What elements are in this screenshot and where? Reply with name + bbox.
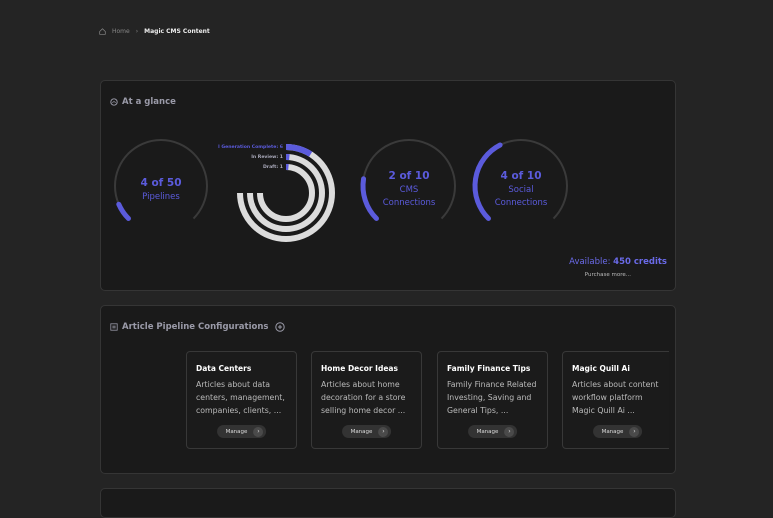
glance-icon	[110, 98, 118, 106]
ring-track	[260, 167, 312, 219]
cards-row: Data Centers Articles about data centers,…	[101, 306, 669, 475]
manage-button[interactable]: Manage ›	[342, 425, 392, 438]
purchase-link[interactable]: Purchase more...	[585, 272, 631, 278]
button-text: Manage	[602, 429, 624, 435]
breadcrumb-home[interactable]: Home	[112, 28, 130, 35]
pipeline-card[interactable]: Magic Quill Ai Articles about content wor…	[562, 351, 669, 449]
card-title: Magic Quill Ai	[572, 364, 664, 373]
ring-label: Draft: 1	[263, 164, 283, 170]
pipeline-card[interactable]: Data Centers Articles about data centers,…	[186, 351, 297, 449]
page: html, body { margin: 0; padding: 0; } bo…	[0, 0, 773, 500]
gauge-arc	[363, 179, 376, 219]
gauge-caption: Pipelines	[142, 192, 180, 202]
gauge-label: 2 of 10	[388, 170, 429, 182]
breadcrumb: Home › Magic CMS Content	[99, 28, 210, 35]
ring-bar	[286, 147, 311, 154]
card-description: Articles about data centers, management,…	[196, 378, 288, 418]
gauge-caption: CMS Connections	[383, 185, 436, 208]
caption-line: Connections	[495, 198, 548, 208]
separator: ›	[136, 28, 138, 35]
chevron: ›	[253, 427, 263, 437]
gauge-caption: Social Connections	[495, 185, 548, 208]
next-panel	[100, 488, 676, 518]
gauge-arc	[119, 204, 129, 218]
caption-line: Social	[508, 185, 533, 195]
page-body: {"breadcrumb": {"home": "Home", "current…	[0, 0, 773, 500]
home-icon[interactable]	[99, 28, 106, 35]
breadcrumb-current: Magic CMS Content	[144, 28, 210, 35]
pipeline-card[interactable]: Home Decor Ideas Articles about home deco…	[311, 351, 422, 449]
button-text: Manage	[226, 429, 248, 435]
available-label: Available:	[569, 257, 610, 267]
glance-panel: At a glance 4 of 50 Pipelines 2 of 10 CMS Co…	[100, 80, 676, 291]
glance-charts: 4 of 50 Pipelines 2 of 10 CMS Connections 4 o…	[101, 116, 677, 276]
glance-title-text: At a glance	[122, 97, 176, 107]
manage-button[interactable]: Manage ›	[593, 425, 643, 438]
button-text: Manage	[477, 429, 499, 435]
gauge-label: 4 of 50	[140, 177, 181, 189]
card-description: Articles about content workflow platform…	[572, 378, 664, 418]
button-text: Manage	[351, 429, 373, 435]
chevron: ›	[504, 427, 514, 437]
card-title: Family Finance Tips	[447, 364, 539, 373]
pipeline-card[interactable]: Family Finance Tips Family Finance Relate…	[437, 351, 548, 449]
manage-button[interactable]: Manage ›	[468, 425, 518, 438]
glance-title: At a glance	[110, 97, 176, 107]
card-title: Home Decor Ideas	[321, 364, 413, 373]
ring-label: In Review: 1	[251, 154, 283, 160]
gauge-label: 4 of 10	[500, 170, 541, 182]
chevron: ›	[378, 427, 388, 437]
credits: 450 credits	[613, 257, 667, 267]
caption-line: CMS	[400, 185, 419, 195]
card-description: Family Finance Related Investing, Saving…	[447, 378, 539, 418]
chevron: ›	[629, 427, 639, 437]
caption-line: Connections	[383, 198, 436, 208]
ring-track	[240, 147, 332, 239]
card-title: Data Centers	[196, 364, 288, 373]
pipelines-panel: Article Pipeline Configurations Data Cen…	[100, 305, 676, 474]
ring-label: l Generation Complete: 6	[218, 144, 283, 150]
available-credits: Available: 450 credits	[569, 257, 667, 267]
manage-button[interactable]: Manage ›	[217, 425, 267, 438]
card-description: Articles about home decoration for a sto…	[321, 378, 413, 418]
